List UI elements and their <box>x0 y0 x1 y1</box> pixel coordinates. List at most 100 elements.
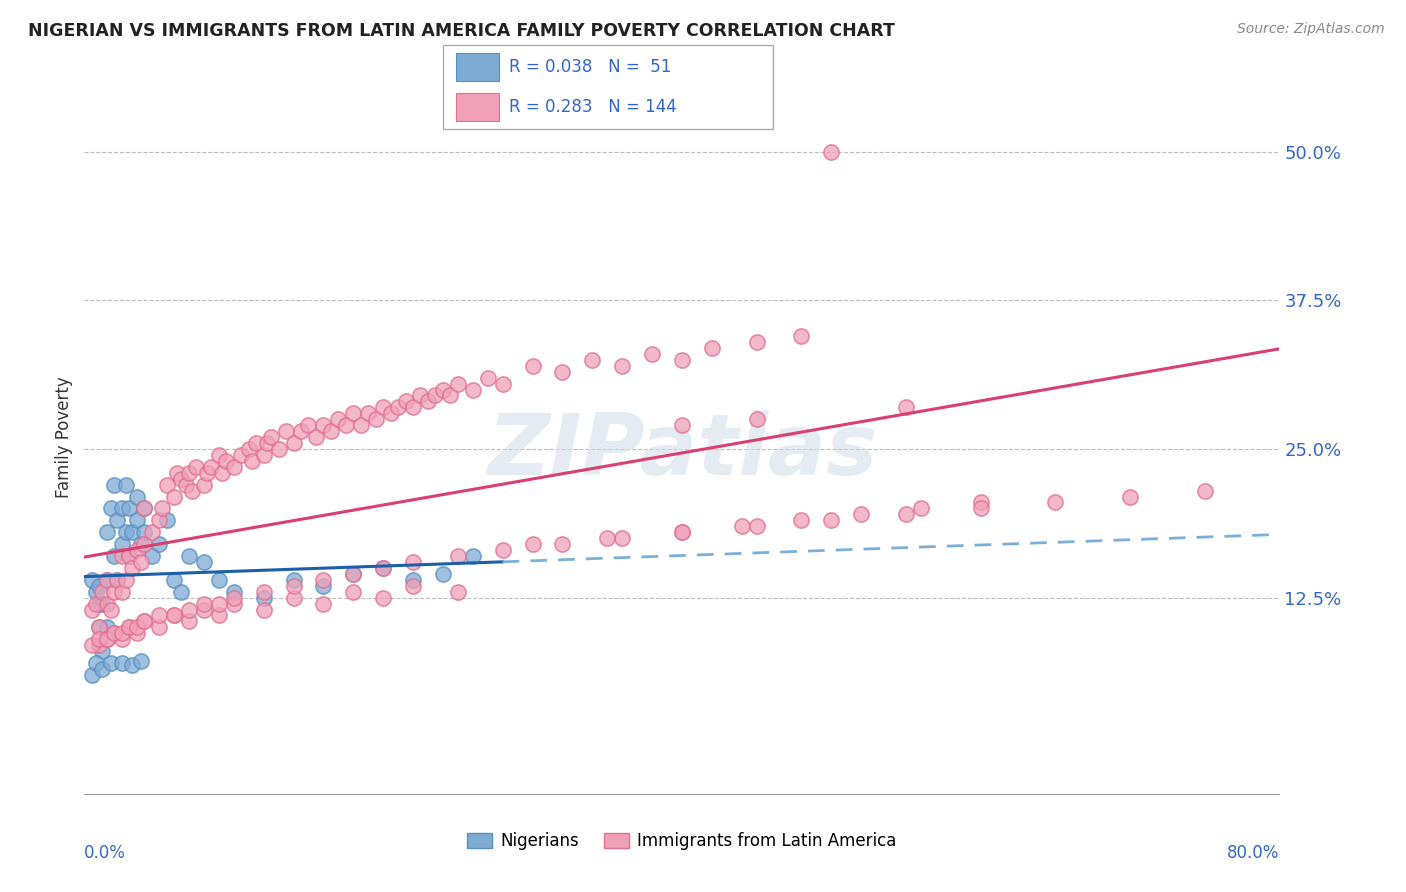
Point <box>118 549 141 563</box>
Point <box>260 430 283 444</box>
Point <box>910 501 932 516</box>
Point <box>186 459 208 474</box>
Point <box>350 418 373 433</box>
Point <box>551 365 574 379</box>
Point <box>103 549 125 563</box>
Point <box>148 513 170 527</box>
Point <box>222 584 245 599</box>
Point <box>222 597 245 611</box>
Point <box>425 388 447 402</box>
Point <box>111 626 134 640</box>
Point <box>238 442 260 456</box>
Point <box>612 531 634 545</box>
Point <box>312 418 335 433</box>
Text: 0.0%: 0.0% <box>84 844 127 862</box>
Text: R = 0.038   N =  51: R = 0.038 N = 51 <box>509 59 671 77</box>
Point <box>177 602 200 616</box>
Point <box>96 597 118 611</box>
Point <box>342 566 364 581</box>
Point <box>492 543 515 558</box>
Point <box>373 561 395 575</box>
Point <box>195 466 218 480</box>
Point <box>125 620 148 634</box>
Point <box>163 608 186 623</box>
Point <box>522 537 544 551</box>
Point <box>283 573 305 587</box>
Point <box>115 573 138 587</box>
Point <box>402 573 425 587</box>
Point <box>402 401 425 415</box>
Point <box>103 626 125 640</box>
Point <box>103 584 125 599</box>
Point <box>105 573 128 587</box>
Point <box>163 573 186 587</box>
Point <box>111 656 134 670</box>
Point <box>125 513 148 527</box>
Point <box>86 656 108 670</box>
Point <box>111 501 134 516</box>
Point <box>240 454 263 468</box>
Text: 80.0%: 80.0% <box>1227 844 1279 862</box>
Point <box>86 584 108 599</box>
Point <box>461 549 484 563</box>
Point <box>745 334 768 349</box>
Point <box>215 454 238 468</box>
Point <box>790 513 813 527</box>
Point <box>105 573 128 587</box>
Point <box>1045 495 1067 509</box>
Point <box>253 591 276 605</box>
Point <box>193 602 215 616</box>
Point <box>115 525 138 540</box>
Point <box>121 658 143 673</box>
Point <box>373 561 395 575</box>
Point <box>297 418 319 433</box>
Point <box>91 644 114 658</box>
Point <box>118 620 141 634</box>
Point <box>416 394 439 409</box>
Point <box>89 632 111 647</box>
Point <box>581 352 603 367</box>
Point <box>132 537 156 551</box>
Point <box>373 401 395 415</box>
Legend: Nigerians, Immigrants from Latin America: Nigerians, Immigrants from Latin America <box>460 826 904 857</box>
Point <box>700 341 723 355</box>
Point <box>89 620 111 634</box>
Point <box>100 656 122 670</box>
Point <box>170 472 193 486</box>
Point <box>745 412 768 426</box>
Point <box>89 597 111 611</box>
Point <box>129 654 152 668</box>
Point <box>118 620 141 634</box>
Point <box>312 573 335 587</box>
Point <box>477 370 499 384</box>
Point <box>305 430 328 444</box>
Point <box>342 566 364 581</box>
Point <box>125 490 148 504</box>
Point <box>671 525 693 540</box>
Point <box>177 466 200 480</box>
Text: R = 0.283   N = 144: R = 0.283 N = 144 <box>509 98 676 116</box>
Point <box>89 620 111 634</box>
Point <box>731 519 754 533</box>
Point <box>80 602 103 616</box>
Point <box>290 424 312 438</box>
Point <box>103 626 125 640</box>
Point <box>132 501 156 516</box>
Point <box>208 608 231 623</box>
Point <box>155 513 177 527</box>
Point <box>387 401 409 415</box>
Point <box>118 549 141 563</box>
Point <box>253 584 276 599</box>
Point <box>312 597 335 611</box>
Point <box>174 477 197 491</box>
Point <box>402 579 425 593</box>
Point <box>267 442 290 456</box>
FancyBboxPatch shape <box>443 45 773 129</box>
Point <box>166 466 188 480</box>
Point <box>394 394 416 409</box>
Point <box>283 579 305 593</box>
Point <box>96 632 118 647</box>
Point <box>253 602 276 616</box>
Point <box>671 352 693 367</box>
Point <box>177 549 200 563</box>
